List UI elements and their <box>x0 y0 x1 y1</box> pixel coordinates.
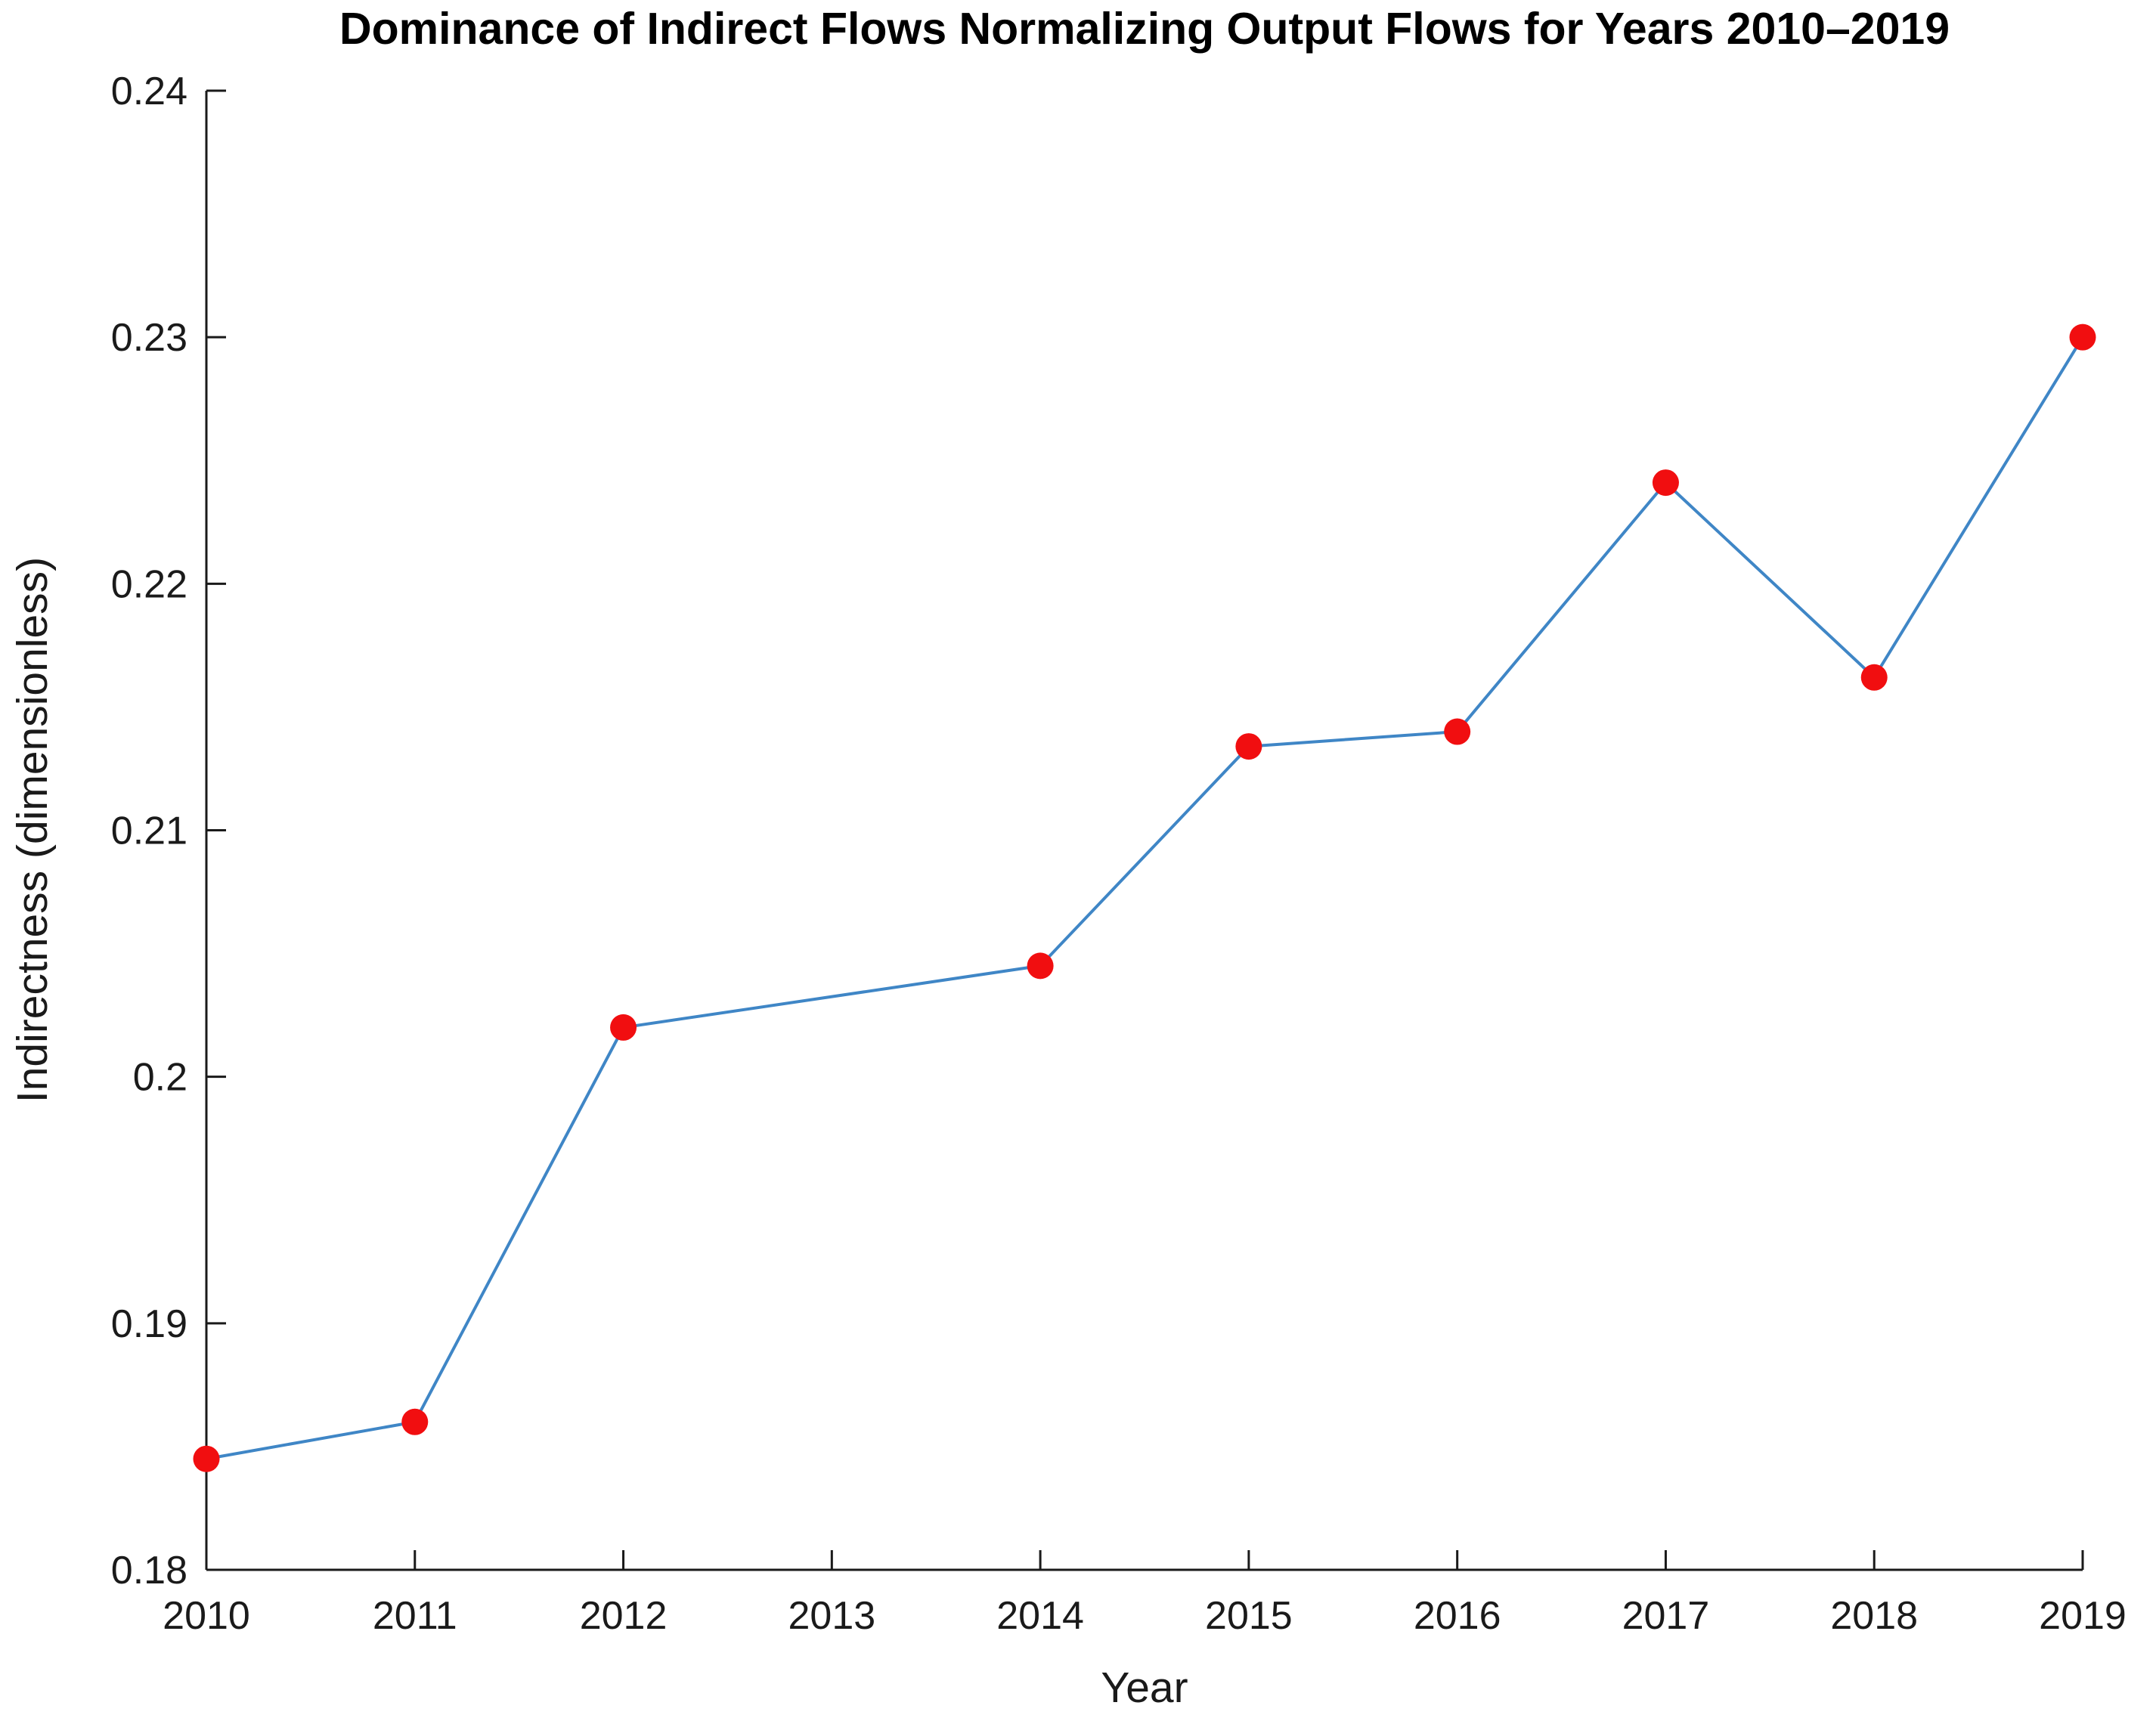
data-point-marker <box>1444 718 1471 745</box>
y-tick-label: 0.23 <box>111 316 187 360</box>
data-point-marker <box>1235 733 1262 760</box>
x-tick-label: 2016 <box>1414 1594 1501 1638</box>
x-tick-label: 2019 <box>2039 1594 2127 1638</box>
data-point-marker <box>1652 469 1679 497</box>
x-tick-label: 2011 <box>373 1594 457 1638</box>
y-tick-label: 0.18 <box>111 1549 187 1592</box>
x-axis-label: Year <box>1101 1664 1188 1712</box>
x-tick-label: 2014 <box>996 1594 1084 1638</box>
axes-layer: 2010 2011 2012 2013 2014 2015 2016 2017 2018 2019… <box>111 70 2127 1638</box>
data-point-marker <box>610 1014 637 1041</box>
series-line <box>206 336 2084 1461</box>
data-point-marker <box>1027 952 1054 980</box>
y-tick-label: 0.21 <box>111 809 187 853</box>
x-tick-label: 2010 <box>163 1594 250 1638</box>
x-tick-label: 2017 <box>1622 1594 1710 1638</box>
y-tick-label: 0.22 <box>111 562 187 606</box>
data-point-marker <box>193 1445 220 1472</box>
x-tick-label: 2018 <box>1830 1594 1918 1638</box>
data-point-marker <box>2069 323 2096 351</box>
chart-title: Dominance of Indirect Flows Normalizing … <box>339 4 1950 54</box>
x-tick-label: 2012 <box>580 1594 668 1638</box>
y-tick-label: 0.2 <box>133 1056 187 1100</box>
y-tick-label: 0.24 <box>111 70 187 113</box>
x-tick-label: 2013 <box>788 1594 875 1638</box>
data-point-marker <box>401 1408 429 1435</box>
y-axis-label: Indirectness (dimensionless) <box>8 557 57 1103</box>
data-point-marker <box>1860 664 1888 691</box>
y-tick-label: 0.19 <box>111 1302 187 1346</box>
series-layer <box>193 323 2096 1472</box>
x-tick-label: 2015 <box>1205 1594 1293 1638</box>
